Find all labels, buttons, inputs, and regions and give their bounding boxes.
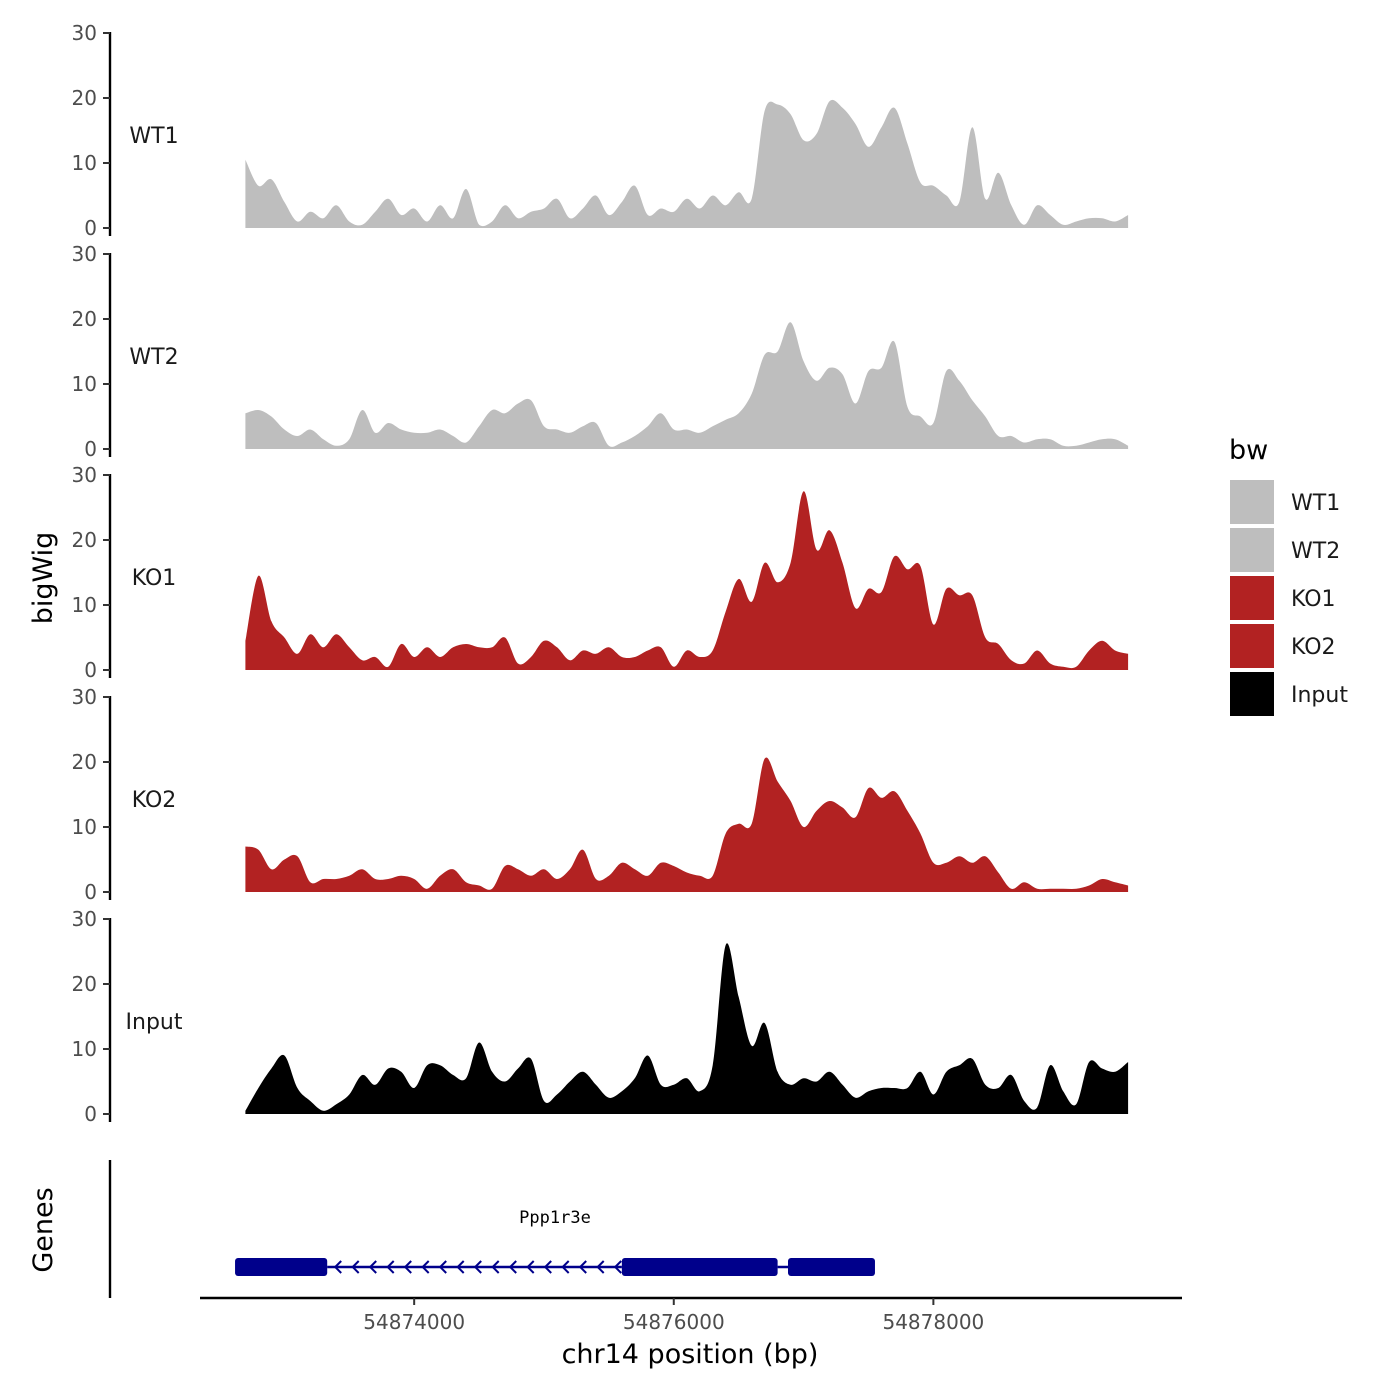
coverage-area-ko2 xyxy=(245,757,1129,892)
x-tick-label: 54876000 xyxy=(623,1310,725,1334)
strand-arrow xyxy=(351,1260,360,1274)
strand-arrow xyxy=(613,1260,622,1274)
y-tick-label: 10 xyxy=(72,151,97,175)
y-tick-label: 20 xyxy=(72,86,97,110)
y-tick-label: 20 xyxy=(72,972,97,996)
y-tick-label: 30 xyxy=(72,463,97,487)
y-tick-label: 10 xyxy=(72,815,97,839)
track-label: WT2 xyxy=(129,345,178,370)
legend-label: WT2 xyxy=(1291,539,1340,564)
strand-arrow xyxy=(561,1260,570,1274)
strand-arrow xyxy=(403,1260,412,1274)
strand-arrow xyxy=(491,1260,500,1274)
y-tick-label: 0 xyxy=(84,437,97,461)
track-input: 0 10 20 30 Input xyxy=(72,907,1129,1126)
y-tick-label: 0 xyxy=(84,216,97,240)
legend-swatch-wt2 xyxy=(1230,528,1274,572)
legend-swatch-wt1 xyxy=(1230,480,1274,524)
y-tick-label: 10 xyxy=(72,1037,97,1061)
exon-block xyxy=(235,1258,328,1276)
strand-arrow xyxy=(386,1260,395,1274)
legend-label: KO2 xyxy=(1291,635,1336,660)
x-axis-title: chr14 position (bp) xyxy=(562,1339,819,1370)
y-tick-label: 0 xyxy=(84,880,97,904)
y-tick-label: 0 xyxy=(84,658,97,682)
track-ko1: 0 10 20 30 KO1 xyxy=(72,463,1129,682)
legend-swatch-ko1 xyxy=(1230,576,1274,620)
track-wt1: 0 10 20 30 WT1 xyxy=(72,21,1129,240)
exon-block xyxy=(788,1258,875,1276)
strand-arrow xyxy=(456,1260,465,1274)
y-tick-label: 30 xyxy=(72,242,97,266)
strand-arrow xyxy=(368,1260,377,1274)
legend-swatch-ko2 xyxy=(1230,624,1274,668)
gene-track: Ppp1r3e xyxy=(108,1160,875,1298)
strand-arrow xyxy=(333,1260,342,1274)
track-label: KO2 xyxy=(132,788,177,813)
legend-swatch-input xyxy=(1230,672,1274,716)
strand-arrow xyxy=(543,1260,552,1274)
strand-arrow xyxy=(526,1260,535,1274)
y-tick-label: 20 xyxy=(72,307,97,331)
y-tick-label: 30 xyxy=(72,21,97,45)
legend-label: WT1 xyxy=(1291,491,1340,516)
legend: bw WT1 WT2 KO1 KO2 Input xyxy=(1229,435,1348,716)
y-tick-label: 10 xyxy=(72,593,97,617)
y-tick-label: 30 xyxy=(72,685,97,709)
x-tick-label: 54874000 xyxy=(363,1310,465,1334)
legend-label: KO1 xyxy=(1291,587,1336,612)
bigwig-tracks: 0 10 20 30 WT1 0 10 20 30 WT2 0 10 20 30 KO1 0 10 20 30 KO2… xyxy=(72,21,1129,1126)
y-axis-title: bigWig xyxy=(28,532,59,625)
coverage-area-ko1 xyxy=(245,491,1129,670)
x-axis: 54874000 54876000 54878000 xyxy=(200,1296,1182,1334)
coverage-area-input xyxy=(245,943,1129,1114)
coverage-area-wt2 xyxy=(245,322,1129,449)
y-tick-label: 0 xyxy=(84,1102,97,1126)
track-label: Input xyxy=(126,1010,183,1035)
strand-arrow xyxy=(508,1260,517,1274)
y-tick-label: 10 xyxy=(72,372,97,396)
gene-name-label: Ppp1r3e xyxy=(519,1208,591,1228)
track-label: WT1 xyxy=(129,124,178,149)
strand-arrow xyxy=(438,1260,447,1274)
strand-arrow xyxy=(421,1260,430,1274)
strand-arrow xyxy=(473,1260,482,1274)
strand-arrow xyxy=(578,1260,587,1274)
track-wt2: 0 10 20 30 WT2 xyxy=(72,242,1129,461)
y-tick-label: 30 xyxy=(72,907,97,931)
y-tick-label: 20 xyxy=(72,750,97,774)
exon-block xyxy=(621,1258,778,1276)
legend-label: Input xyxy=(1291,683,1348,708)
x-tick-label: 54878000 xyxy=(882,1310,984,1334)
genes-axis-title: Genes xyxy=(28,1187,59,1272)
legend-title: bw xyxy=(1229,435,1268,466)
coverage-area-wt1 xyxy=(245,99,1129,228)
track-label: KO1 xyxy=(132,566,177,591)
strand-arrow xyxy=(596,1260,605,1274)
track-ko2: 0 10 20 30 KO2 xyxy=(72,685,1129,904)
y-tick-label: 20 xyxy=(72,528,97,552)
